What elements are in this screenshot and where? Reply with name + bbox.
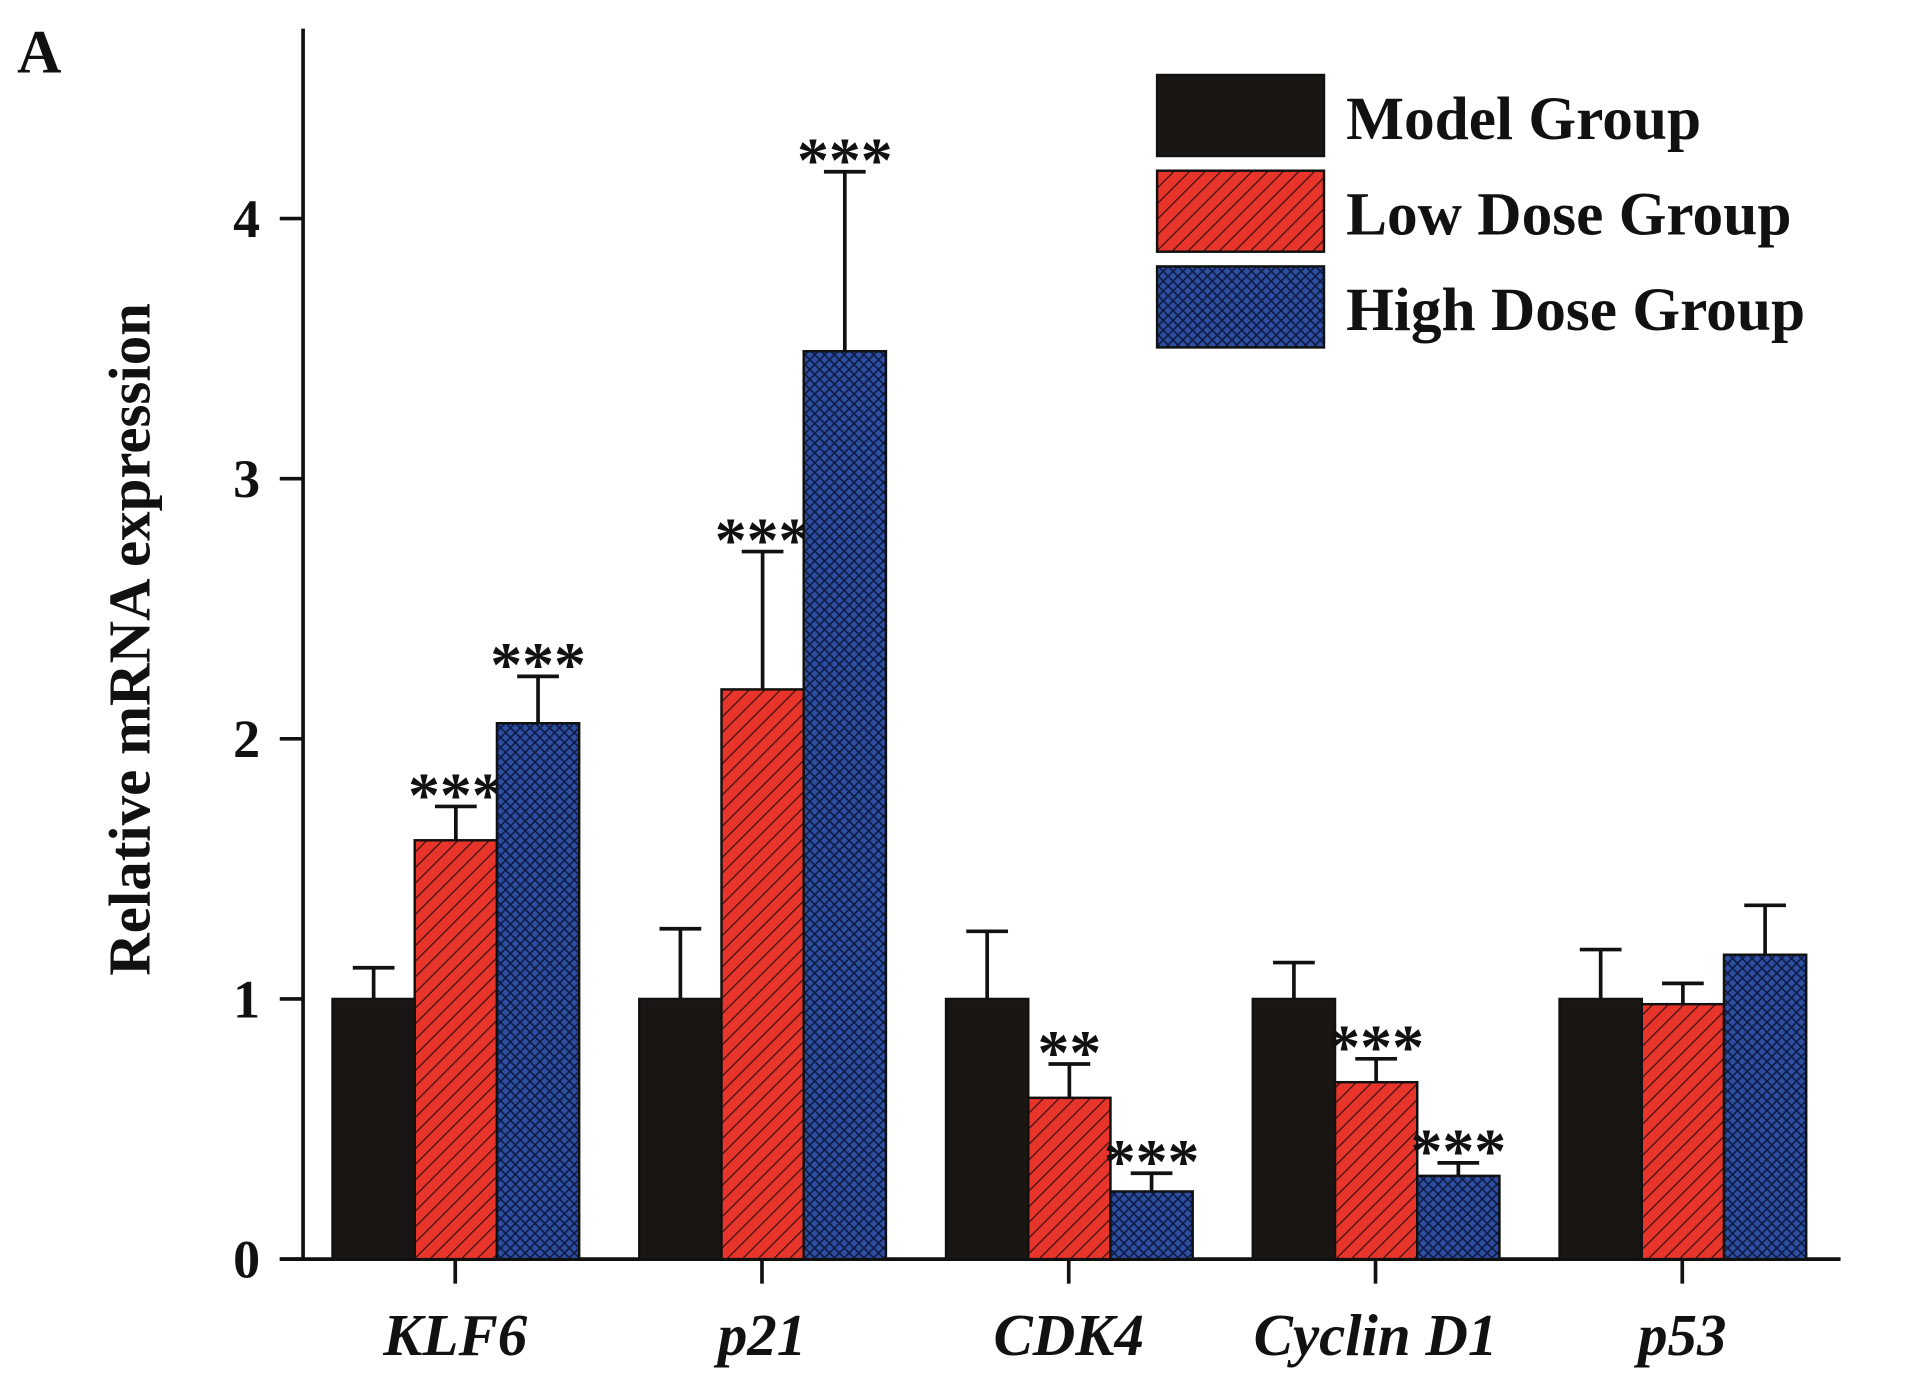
significance-label: ***	[1104, 1126, 1200, 1197]
x-tick-label: CDK4	[994, 1303, 1145, 1368]
x-tick-label: p53	[1633, 1303, 1726, 1368]
significance-label: ***	[715, 504, 811, 575]
y-tick-label: 4	[233, 189, 260, 249]
significance-label: ***	[1410, 1116, 1506, 1187]
legend-swatch	[1155, 265, 1326, 349]
significance-label: **	[1037, 1017, 1101, 1088]
x-tick-label: p21	[713, 1303, 806, 1368]
bar-high-dose-group	[1109, 1190, 1194, 1261]
panel-label: A	[17, 19, 61, 87]
bar-high-dose-group	[802, 350, 888, 1261]
bar-high-dose-group	[495, 721, 581, 1261]
bar-model-group	[944, 997, 1030, 1261]
y-tick-label: 3	[233, 449, 260, 509]
bar-low-dose-group	[1333, 1080, 1419, 1261]
bar-model-group	[331, 997, 416, 1261]
bar-high-dose-group	[1722, 953, 1808, 1261]
legend-label: Low Dose Group	[1346, 181, 1791, 249]
bar-high-dose-group	[1416, 1174, 1501, 1261]
bar-low-dose-group	[1027, 1096, 1112, 1261]
bar-low-dose-group	[1640, 1002, 1726, 1261]
y-tick-label: 1	[233, 969, 260, 1029]
legend-label: High Dose Group	[1346, 276, 1805, 344]
bar-low-dose-group	[720, 688, 805, 1261]
bar-model-group	[1251, 997, 1337, 1261]
legend-label: Model Group	[1346, 85, 1701, 153]
y-tick-label: 2	[233, 709, 260, 769]
y-tick-label: 0	[233, 1230, 260, 1290]
significance-label: ***	[490, 629, 586, 700]
legend-swatch	[1155, 73, 1326, 158]
significance-label: ***	[408, 759, 504, 830]
y-axis-label: Relative mRNA expression	[98, 303, 163, 976]
bar-low-dose-group	[413, 839, 499, 1261]
x-tick-label: KLF6	[382, 1303, 528, 1368]
x-tick-label: Cyclin D1	[1254, 1303, 1498, 1368]
legend-swatch	[1155, 169, 1326, 253]
bar-model-group	[638, 997, 723, 1261]
bar-model-group	[1558, 997, 1644, 1261]
significance-label: ***	[1328, 1012, 1424, 1083]
significance-label: ***	[797, 125, 893, 196]
